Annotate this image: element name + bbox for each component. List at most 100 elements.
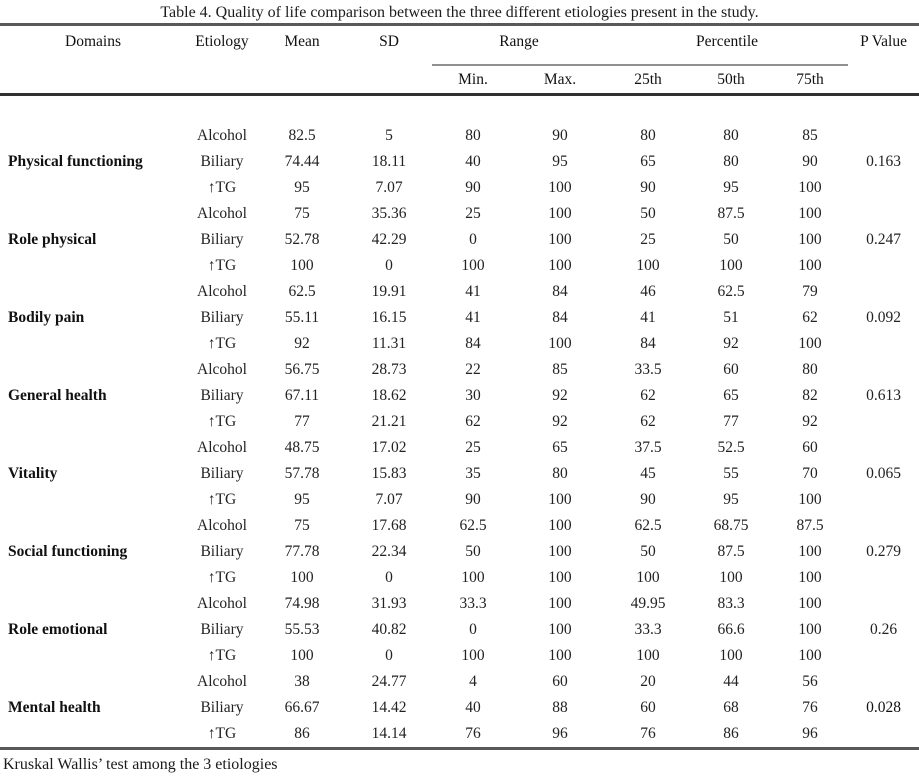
- percentile-25-cell: 50: [640, 543, 656, 560]
- mean-cell: 77.78: [284, 543, 320, 560]
- percentile-25-cell: 65: [640, 153, 656, 170]
- mean-cell: 100: [290, 569, 314, 586]
- p-value-cell: [848, 279, 919, 305]
- etiology-cell: Biliary: [200, 699, 244, 716]
- domain-cell: [0, 331, 186, 357]
- min-cell: 25: [465, 439, 481, 456]
- percentile-75-cell: 80: [802, 361, 818, 378]
- col-header-mean: Mean: [284, 33, 320, 50]
- table-row: ↑TG 95 7.07 90 100 90 95 100: [0, 175, 919, 201]
- percentile-75-cell: 87.5: [796, 517, 824, 534]
- etiology-cell: ↑TG: [207, 725, 237, 742]
- sd-cell: 15.83: [371, 465, 407, 482]
- max-cell: 60: [552, 673, 568, 690]
- percentile-25-cell: 20: [640, 673, 656, 690]
- p-value-cell: [848, 565, 919, 591]
- mean-cell: 74.98: [284, 595, 320, 612]
- p-value-cell: 0.247: [866, 231, 901, 248]
- etiology-cell: Alcohol: [197, 127, 247, 144]
- sd-cell: 7.07: [375, 491, 403, 508]
- domain-cell: [0, 591, 186, 617]
- percentile-50-cell: 65: [723, 387, 739, 404]
- table-body: Alcohol 82.5 5 80 90 80 80 85 Physical functioni…: [0, 95, 919, 748]
- percentile-50-cell: 80: [723, 153, 739, 170]
- table-row: ↑TG 95 7.07 90 100 90 95 100: [0, 487, 919, 513]
- sd-cell: 0: [385, 647, 393, 664]
- min-cell: 80: [465, 127, 481, 144]
- max-cell: 100: [548, 257, 572, 274]
- p-value-cell: [848, 331, 919, 357]
- min-cell: 76: [465, 725, 481, 742]
- min-cell: 0: [469, 621, 477, 638]
- mean-cell: 38: [294, 673, 310, 690]
- percentile-50-cell: 95: [723, 491, 739, 508]
- percentile-25-cell: 33.5: [634, 361, 662, 378]
- col-header-25th: 25th: [634, 70, 662, 88]
- mean-cell: 57.78: [284, 465, 320, 482]
- sd-cell: 24.77: [371, 673, 407, 690]
- table-row: Social functioning Biliary 77.78 22.34 50 100…: [0, 539, 919, 565]
- min-cell: 0: [469, 231, 477, 248]
- p-value-cell: [848, 409, 919, 435]
- domain-cell: [0, 643, 186, 669]
- domain-cell: Physical functioning: [8, 153, 143, 170]
- sd-cell: 16.15: [371, 309, 407, 326]
- sd-cell: 21.21: [371, 413, 407, 430]
- table-row: Mental health Biliary 66.67 14.42 40 88 60 68 76…: [0, 695, 919, 721]
- percentile-75-cell: 100: [798, 257, 822, 274]
- col-header-50th: 50th: [717, 70, 745, 88]
- max-cell: 100: [548, 595, 572, 612]
- col-header-percentile: Percentile: [606, 24, 849, 66]
- domain-cell: [0, 279, 186, 305]
- p-value-cell: [848, 591, 919, 617]
- domain-cell: [0, 123, 186, 149]
- percentile-25-cell: 76: [640, 725, 656, 742]
- sd-cell: 19.91: [371, 283, 407, 300]
- qol-table: Domains Etiology Mean SD Range Percentil…: [0, 23, 919, 747]
- percentile-75-cell: 56: [802, 673, 818, 690]
- min-cell: 40: [465, 153, 481, 170]
- p-value-cell: [848, 721, 919, 747]
- etiology-cell: ↑TG: [207, 179, 237, 196]
- table-row: Alcohol 75 35.36 25 100 50 87.5 100: [0, 201, 919, 227]
- percentile-25-cell: 50: [640, 205, 656, 222]
- p-value-cell: 0.26: [869, 621, 898, 638]
- sd-cell: 18.62: [371, 387, 407, 404]
- min-cell: 90: [465, 179, 481, 196]
- etiology-cell: Alcohol: [197, 673, 247, 690]
- domain-cell: [0, 513, 186, 539]
- percentile-75-cell: 100: [798, 179, 822, 196]
- max-cell: 92: [552, 413, 568, 430]
- percentile-50-cell: 51: [723, 309, 739, 326]
- percentile-75-cell: 100: [798, 491, 822, 508]
- percentile-25-cell: 62: [640, 387, 656, 404]
- footnotes: Kruskal Wallis’ test among the 3 etiolog…: [0, 747, 919, 782]
- mean-cell: 74.44: [284, 153, 320, 170]
- mean-cell: 67.11: [284, 387, 320, 404]
- percentile-50-cell: 100: [719, 257, 743, 274]
- percentile-75-cell: 92: [802, 413, 818, 430]
- percentile-25-cell: 37.5: [634, 439, 662, 456]
- percentile-50-cell: 55: [723, 465, 739, 482]
- percentile-50-cell: 68.75: [713, 517, 749, 534]
- max-cell: 92: [552, 387, 568, 404]
- percentile-25-cell: 100: [636, 257, 660, 274]
- percentile-25-cell: 46: [640, 283, 656, 300]
- percentile-75-cell: 85: [802, 127, 818, 144]
- table-row: ↑TG 100 0 100 100 100 100 100: [0, 643, 919, 669]
- mean-cell: 56.75: [284, 361, 320, 378]
- percentile-25-cell: 100: [636, 569, 660, 586]
- percentile-25-cell: 90: [640, 179, 656, 196]
- sd-cell: 22.34: [371, 543, 407, 560]
- etiology-cell: Biliary: [200, 465, 244, 482]
- mean-cell: 77: [294, 413, 310, 430]
- max-cell: 100: [548, 179, 572, 196]
- etiology-cell: Biliary: [200, 621, 244, 638]
- mean-cell: 48.75: [284, 439, 320, 456]
- percentile-75-cell: 100: [798, 543, 822, 560]
- etiology-cell: Biliary: [200, 153, 244, 170]
- percentile-50-cell: 92: [723, 335, 739, 352]
- percentile-25-cell: 33.3: [634, 621, 662, 638]
- sd-cell: 7.07: [375, 179, 403, 196]
- min-cell: 90: [465, 491, 481, 508]
